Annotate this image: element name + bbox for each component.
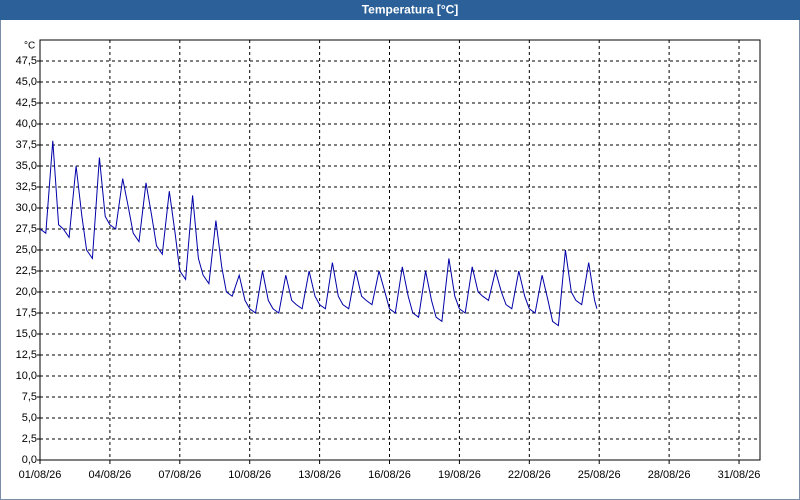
y-tick-label: 27,5 (16, 223, 37, 235)
x-tick-label: 19/08/26 (438, 469, 481, 481)
data-line (39, 140, 598, 327)
y-tick-label: 20,0 (16, 286, 37, 298)
y-tick-label: 47,5 (16, 55, 37, 67)
chart-title: Temperatura [°C] (362, 3, 459, 17)
y-tick-label: 7,5 (22, 391, 37, 403)
x-tick-label: 25/08/26 (578, 469, 621, 481)
title-bar (0, 0, 800, 20)
y-tick-label: 45,0 (16, 76, 37, 88)
x-tick-label: 07/08/26 (158, 469, 201, 481)
x-tick-label: 22/08/26 (508, 469, 551, 481)
y-tick-label: 15,0 (16, 328, 37, 340)
y-tick-label: 37,5 (16, 139, 37, 151)
y-tick-label: 12,5 (16, 349, 37, 361)
y-tick-label: 2,5 (22, 433, 37, 445)
y-tick-label: 5,0 (22, 412, 37, 424)
y-tick-label: 35,0 (16, 160, 37, 172)
x-tick-label: 04/08/26 (88, 469, 131, 481)
y-tick-label: 17,5 (16, 307, 37, 319)
x-tick-label: 10/08/26 (228, 469, 271, 481)
y-tick-label: 40,0 (16, 118, 37, 130)
y-tick-label: 42,5 (16, 97, 37, 109)
y-tick-label: 32,5 (16, 181, 37, 193)
x-tick-label: 28/08/26 (648, 469, 691, 481)
y-tick-label: 25,0 (16, 244, 37, 256)
y-unit: °C (24, 41, 35, 52)
y-tick-label: 0,0 (22, 454, 37, 466)
x-tick-label: 16/08/26 (368, 469, 411, 481)
x-tick-label: 31/08/26 (718, 469, 761, 481)
y-tick-label: 30,0 (16, 202, 37, 214)
y-tick-label: 10,0 (16, 370, 37, 382)
y-tick-label: 22,5 (16, 265, 37, 277)
x-tick-label: 13/08/26 (298, 469, 341, 481)
x-tick-label: 01/08/26 (19, 469, 62, 481)
